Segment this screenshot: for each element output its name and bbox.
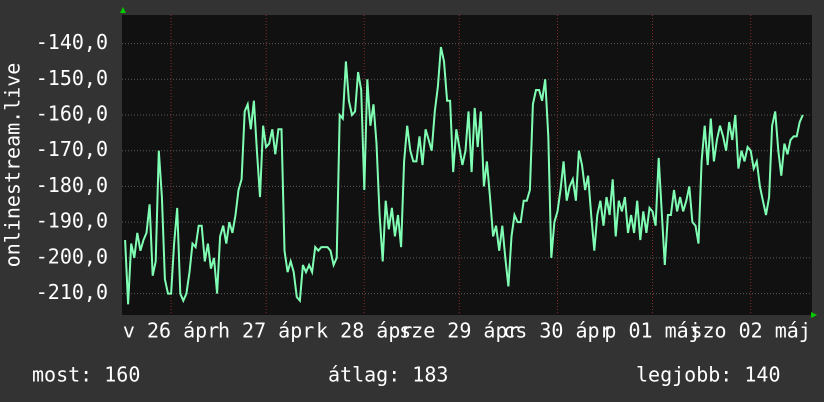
axis-arrow — [811, 312, 817, 318]
y-tick-label: -180,0 — [36, 173, 108, 197]
x-tick-label: h 27 ápr — [218, 319, 314, 343]
x-tick-label: szo 02 máj — [690, 319, 810, 343]
y-axis-label: onlinestream.live — [1, 63, 25, 268]
axis-arrow — [120, 7, 126, 13]
y-tick-label: -140,0 — [36, 30, 108, 54]
y-tick-label: -190,0 — [36, 209, 108, 233]
x-tick-label: sze 29 ápr — [399, 319, 519, 343]
stat-best: legjobb: 140 — [636, 363, 781, 387]
x-tick-label: v 26 ápr — [123, 319, 219, 343]
stat-average: átlag: 183 — [328, 363, 448, 387]
stat-current: most: 160 — [32, 363, 140, 387]
y-tick-label: -150,0 — [36, 66, 108, 90]
y-tick-label: -170,0 — [36, 137, 108, 161]
x-tick-label: cs 30 ápr — [503, 319, 611, 343]
x-tick-label: p 01 máj — [604, 319, 700, 343]
plot-area — [122, 15, 812, 315]
y-tick-label: -160,0 — [36, 102, 108, 126]
y-tick-label: -200,0 — [36, 244, 108, 268]
x-tick-label: k 28 ápr — [316, 319, 412, 343]
data-line — [124, 46, 804, 305]
y-tick-label: -210,0 — [36, 280, 108, 304]
